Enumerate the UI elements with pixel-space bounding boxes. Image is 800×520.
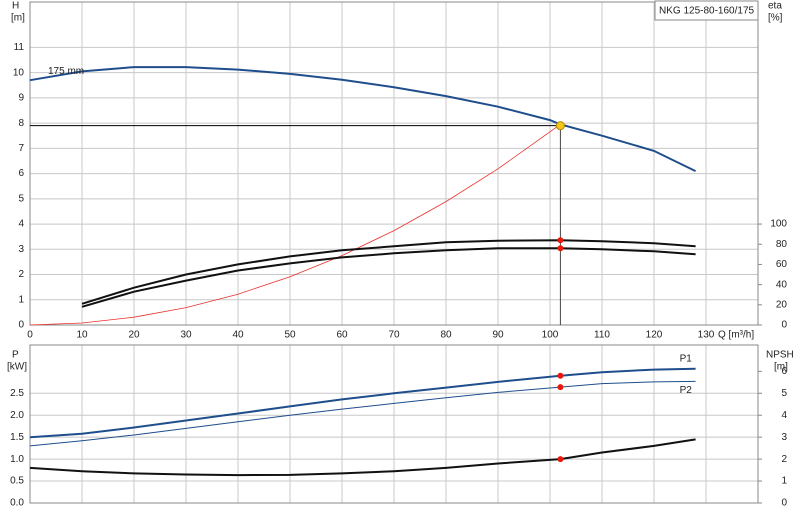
- operating-point: [557, 456, 564, 463]
- y2-tick-label: 20: [776, 299, 788, 310]
- series-line: [29, 380, 696, 447]
- x-tick-label: 110: [594, 330, 610, 341]
- y2-unit: [%]: [768, 13, 783, 24]
- y-tick-label: 9: [18, 93, 24, 104]
- y2-tick-label: 1: [781, 476, 787, 487]
- x-tick-label: 0: [27, 330, 33, 341]
- x-tick-label: 100: [542, 330, 559, 341]
- series-line: [29, 66, 697, 172]
- y2-tick-label: 5: [781, 388, 787, 399]
- plot-frame: [29, 1, 759, 326]
- y-unit: [kW]: [7, 362, 27, 373]
- duty-point: [555, 121, 565, 131]
- y-tick-label: 0.0: [10, 498, 24, 509]
- x-tick-label: 130: [698, 330, 715, 341]
- x-tick-label: 120: [646, 330, 663, 341]
- y-tick-label: 1.5: [10, 432, 24, 443]
- y2-tick-label: 80: [776, 239, 788, 250]
- series-line: [29, 367, 696, 439]
- operating-point: [557, 372, 564, 379]
- y2-tick-label: 60: [776, 259, 788, 270]
- y-tick-label: 2.0: [10, 410, 24, 421]
- y-tick-label: 3: [18, 244, 24, 255]
- operating-point: [557, 384, 564, 391]
- model-name: NKG 125-80-160/175: [659, 6, 755, 17]
- y2-tick-label: 0: [781, 320, 787, 331]
- x-tick-label: 70: [388, 330, 400, 341]
- operating-point: [557, 237, 564, 244]
- y-tick-label: 7: [18, 143, 24, 154]
- y-tick-label: 2.5: [10, 388, 24, 399]
- y-tick-label: 10: [13, 67, 25, 78]
- y2-unit: [m]: [774, 362, 788, 373]
- y-label: P: [12, 350, 19, 361]
- series-line: [81, 247, 696, 308]
- y2-tick-label: 3: [781, 432, 787, 443]
- y-tick-label: 1.0: [10, 454, 24, 465]
- y-tick-label: 4: [18, 219, 24, 230]
- x-tick-label: 10: [76, 330, 88, 341]
- y2-tick-label: 0: [781, 498, 787, 509]
- y-tick-label: 0.5: [10, 476, 24, 487]
- y-tick-label: 1: [18, 294, 24, 305]
- y2-tick-label: 2: [781, 454, 787, 465]
- y-tick-label: 8: [18, 118, 24, 129]
- y-tick-label: 11: [14, 42, 25, 53]
- x-tick-label: 40: [232, 330, 244, 341]
- x-tick-label: 30: [180, 330, 192, 341]
- x-tick-label: 50: [284, 330, 296, 341]
- series-line: [81, 239, 696, 305]
- y-unit: [m]: [11, 13, 25, 24]
- y2-tick-label: 40: [776, 279, 788, 290]
- operating-point: [557, 245, 564, 252]
- y2-label: NPSH: [766, 350, 794, 361]
- plot-frame: [29, 344, 759, 504]
- series-label: P2: [680, 385, 693, 396]
- series-line: [29, 124, 561, 326]
- x-tick-label: 20: [128, 330, 140, 341]
- series-line: [29, 438, 696, 477]
- series-label: 175 mm: [48, 66, 84, 77]
- y2-tick-label: 100: [770, 219, 787, 230]
- y2-tick-label: 4: [781, 410, 787, 421]
- x-tick-label: 60: [336, 330, 348, 341]
- y-tick-label: 5: [18, 193, 24, 204]
- x-tick-label: 80: [440, 330, 452, 341]
- x-tick-label: 90: [492, 330, 504, 341]
- y-tick-label: 2: [18, 269, 24, 280]
- y-tick-label: 6: [18, 168, 24, 179]
- y-tick-label: 0: [18, 320, 24, 331]
- y2-tick-label: 6: [781, 366, 787, 377]
- series-label: P1: [680, 353, 693, 364]
- y2-label: eta: [768, 1, 782, 12]
- model-box: [654, 0, 759, 21]
- y-label: H: [12, 1, 19, 12]
- x-label: Q [m³/h]: [718, 330, 754, 341]
